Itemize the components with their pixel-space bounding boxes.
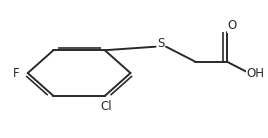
Text: F: F <box>13 67 19 79</box>
Text: OH: OH <box>247 67 265 80</box>
Text: S: S <box>157 38 165 51</box>
Text: Cl: Cl <box>100 99 112 112</box>
Text: O: O <box>227 19 237 32</box>
